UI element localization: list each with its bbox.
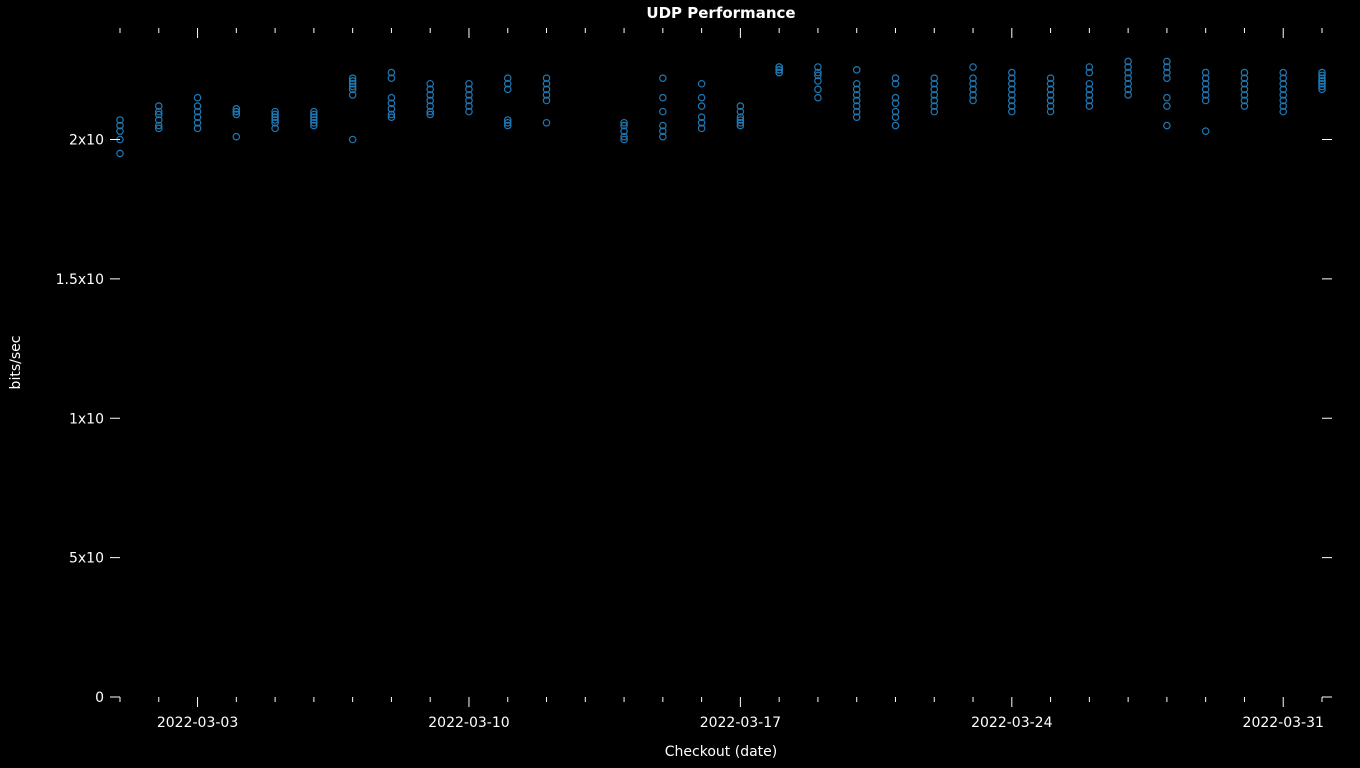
data-point (543, 120, 549, 126)
data-point (815, 94, 821, 100)
data-point (1164, 122, 1170, 128)
data-point (815, 86, 821, 92)
data-point (1164, 94, 1170, 100)
data-point (660, 75, 666, 81)
x-tick-label: 2022-03-31 (1243, 715, 1324, 731)
x-axis-label: Checkout (date) (665, 744, 777, 760)
y-tick-label: 5x10 (69, 551, 104, 567)
y-tick-label: 0 (95, 690, 104, 706)
y-tick-label: 1x10 (69, 411, 104, 427)
data-point (233, 134, 239, 140)
data-point (117, 150, 123, 156)
data-point (194, 94, 200, 100)
x-tick-label: 2022-03-17 (700, 715, 781, 731)
data-point (892, 122, 898, 128)
y-tick-label: 2x10 (69, 133, 104, 149)
data-point (1202, 128, 1208, 134)
data-point (698, 81, 704, 87)
data-point (698, 94, 704, 100)
chart-title: UDP Performance (646, 4, 795, 22)
y-tick-label: 1.5x10 (56, 272, 104, 288)
udp-performance-chart: UDP Performance Checkout (date) bits/sec 20… (0, 0, 1360, 768)
data-point (660, 94, 666, 100)
data-point (660, 108, 666, 114)
x-tick-label: 2022-03-03 (157, 715, 238, 731)
data-point (854, 67, 860, 73)
data-point (1164, 103, 1170, 109)
data-point (698, 103, 704, 109)
x-tick-label: 2022-03-10 (428, 715, 509, 731)
data-point (970, 64, 976, 70)
y-axis-label: bits/sec (8, 336, 24, 390)
data-point (349, 136, 355, 142)
x-tick-label: 2022-03-24 (971, 715, 1052, 731)
